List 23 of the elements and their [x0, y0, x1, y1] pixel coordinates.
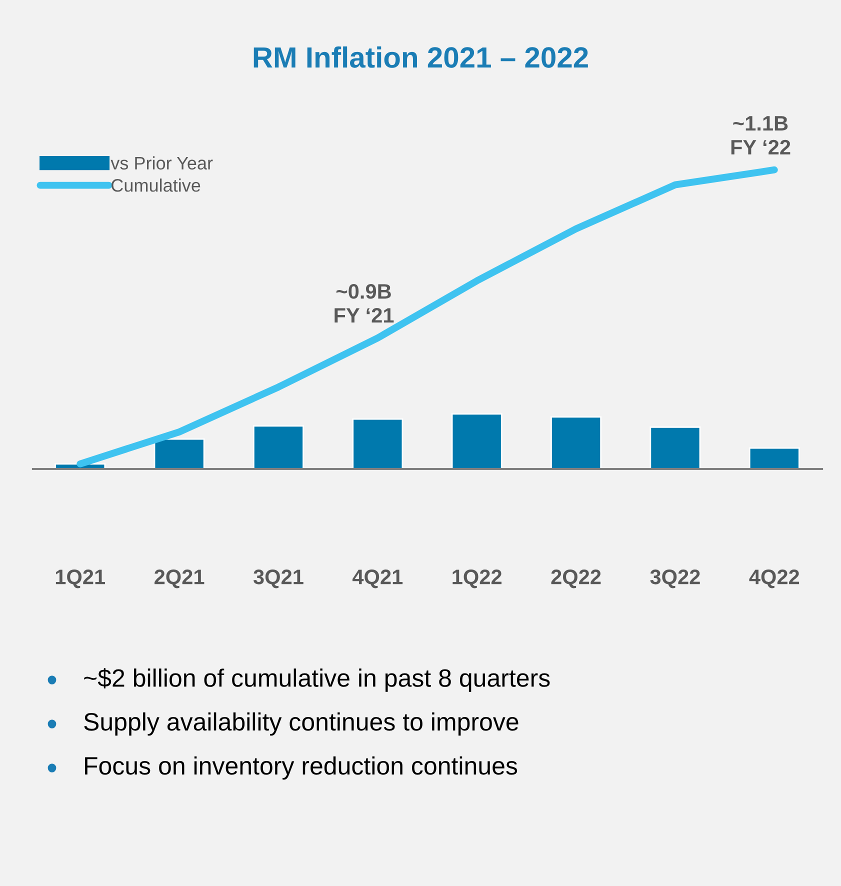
bar	[650, 426, 701, 469]
bar	[748, 447, 800, 469]
x-tick-label: 4Q22	[749, 570, 800, 588]
bar	[352, 418, 404, 469]
annotation: ~0.9B FY ‘21	[334, 284, 394, 323]
x-tick-label: 3Q22	[650, 570, 700, 588]
annotation: ~1.1B FY ‘22	[731, 116, 790, 154]
text: Focus on inventory reduction continues	[85, 756, 518, 780]
x-tick-label: 4Q21	[352, 570, 403, 588]
text: Supply availability continues to improve	[84, 712, 518, 736]
x-tick-label: 1Q21	[56, 570, 106, 588]
text: ~$2 billion of cumulative in past 8 quarters	[84, 668, 550, 692]
bar	[451, 413, 502, 469]
x-tick-label: 2Q21	[154, 570, 204, 588]
bar	[550, 416, 602, 469]
x-tick-label: 3Q21	[253, 570, 304, 588]
bar	[154, 438, 205, 469]
x-tick-label: 1Q22	[452, 570, 502, 588]
legend-label: Cumulative	[112, 178, 200, 192]
legend-label: vs Prior Year	[110, 156, 213, 170]
chart-title: RM Inflation 2021 – 2022	[254, 46, 588, 68]
bar	[252, 425, 304, 469]
x-tick-label: 2Q22	[551, 570, 601, 588]
